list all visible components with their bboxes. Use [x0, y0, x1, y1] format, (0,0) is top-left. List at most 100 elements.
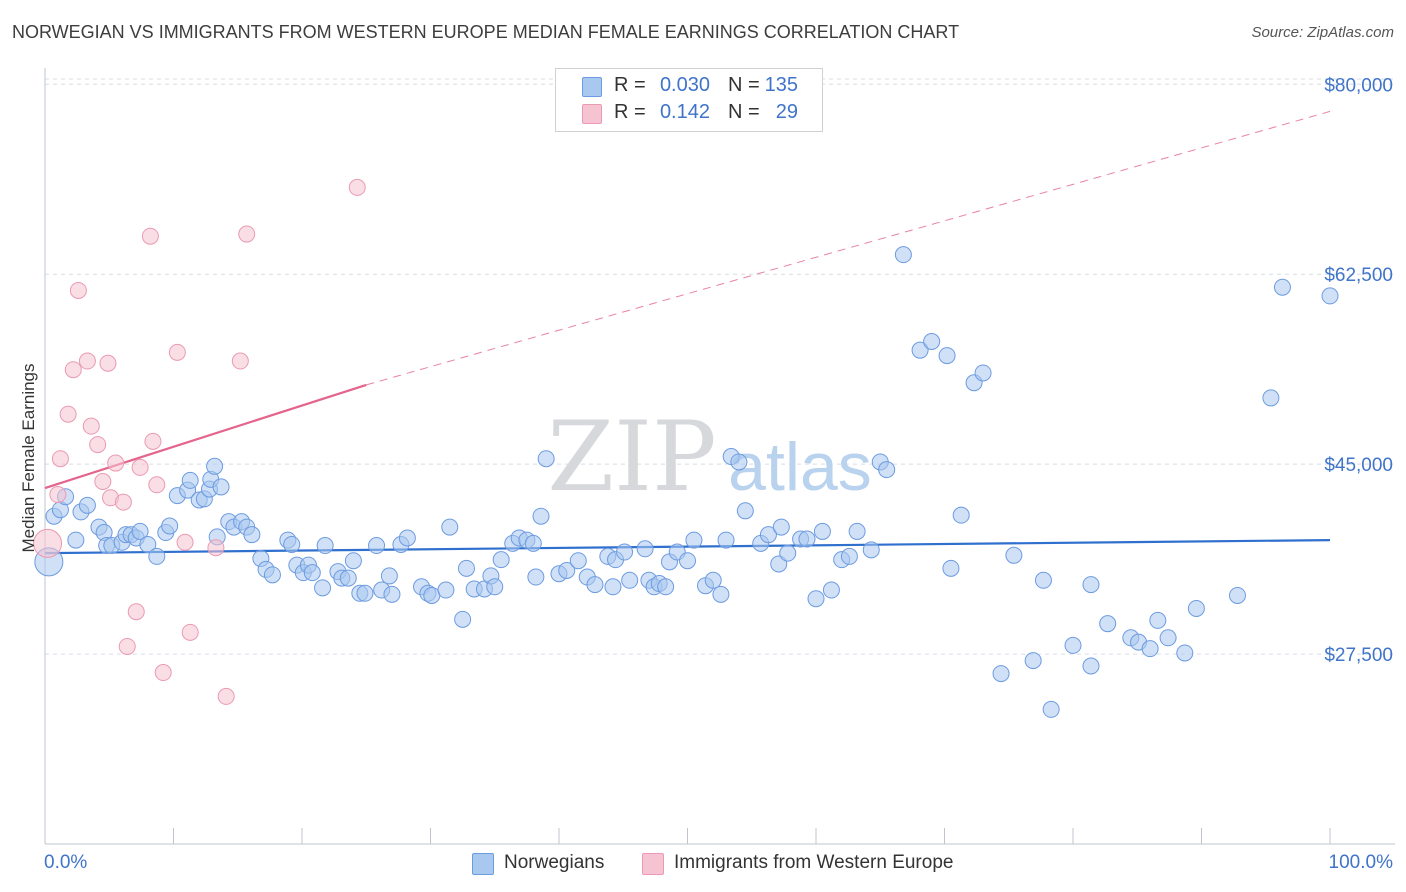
norwegian-point [862, 541, 880, 559]
norwegian-point [558, 562, 576, 580]
norwegian-point [938, 347, 956, 365]
norwegian-point [685, 531, 703, 549]
legend-swatch-blue [582, 77, 602, 97]
norwegian-point [537, 450, 555, 468]
immigrant-point [94, 473, 112, 491]
norwegian-point [1042, 700, 1060, 718]
immigrant-point [127, 603, 145, 621]
immigrant-point [217, 687, 235, 705]
immigrant-point [33, 528, 63, 558]
series-legend-label: Immigrants from Western Europe [674, 852, 954, 873]
norwegian-point [878, 461, 896, 479]
norwegian-point [339, 569, 357, 587]
x-tick-label-max: 100.0% [1328, 852, 1393, 873]
norwegian-point [486, 578, 504, 596]
norwegian-point [679, 552, 696, 570]
immigrant-trend-line [44, 383, 367, 490]
norwegian-point [1034, 571, 1052, 589]
grid-lines [45, 78, 1395, 655]
norwegian-point [636, 540, 654, 558]
norwegian-point [243, 526, 261, 544]
correlation-legend: R = 0.030 N = 135 R = 0.142 N = 29 [555, 68, 823, 132]
norwegian-point [441, 518, 459, 536]
watermark-zip: ZIP [547, 401, 716, 513]
norwegian-point [604, 578, 622, 596]
series-legend: Norwegians Immigrants from Western Europ… [0, 852, 1406, 878]
norwegian-point [283, 535, 301, 553]
norwegian-point [1187, 599, 1205, 617]
immigrant-trend-extension [366, 110, 1331, 386]
legend-row-immigrants: R = 0.142 N = 29 [556, 101, 822, 127]
y-tick-label: $45,000 [1324, 455, 1393, 476]
immigrant-point [144, 432, 162, 450]
norwegian-point [1149, 611, 1167, 629]
norwegian-point [779, 544, 797, 562]
norwegian-point [524, 534, 542, 552]
immigrant-point [51, 450, 69, 468]
immigrant-point [49, 486, 67, 504]
legend-n-label: N = [728, 101, 760, 123]
norwegian-point [148, 547, 166, 565]
immigrant-point [154, 664, 172, 682]
norwegian-point [1024, 652, 1042, 670]
norwegian-point [822, 581, 840, 599]
norwegian-point [532, 507, 550, 525]
norwegian-point [303, 564, 321, 582]
norwegian-point [131, 522, 149, 540]
immigrant-point [238, 225, 256, 243]
norwegian-point [736, 502, 754, 520]
norwegian-point [212, 478, 230, 496]
x-tick-label-min: 0.0% [44, 852, 88, 873]
immigrant-point [59, 405, 77, 423]
norwegian-point [1262, 389, 1280, 407]
series-swatch-blue [472, 853, 494, 875]
norwegian-point [942, 559, 960, 577]
norwegian-point [1321, 287, 1339, 305]
watermark-atlas: atlas [728, 429, 872, 505]
norwegian-point [263, 566, 281, 584]
norwegian-point [911, 341, 929, 359]
norwegian-point [67, 531, 85, 549]
norwegian-point [161, 517, 179, 535]
norwegian-point [974, 364, 992, 382]
immigrant-point [69, 281, 87, 299]
legend-r-value: 0.142 [659, 101, 710, 123]
immigrant-point [82, 417, 100, 435]
norwegian-point [316, 537, 334, 555]
immigrant-point [114, 493, 132, 511]
norwegian-point [730, 453, 748, 471]
norwegian-point [992, 665, 1010, 683]
norwegian-point [1159, 629, 1177, 647]
immigrant-point [207, 539, 225, 557]
norwegian-point [1082, 576, 1100, 594]
immigrant-point [64, 361, 82, 379]
immigrant-point [131, 458, 149, 476]
norwegian-point [139, 535, 157, 553]
y-tick-labels: $27,500 $45,000 $62,500 $80,000 [1324, 75, 1393, 666]
norwegian-point [314, 579, 332, 597]
norwegian-point [840, 547, 858, 565]
norwegian-point [492, 551, 510, 569]
immigrant-point [99, 354, 117, 372]
norwegian-point [712, 585, 730, 603]
immigrant-point [89, 436, 107, 454]
legend-r-label: R = [614, 101, 646, 123]
norwegian-point [1099, 615, 1117, 633]
legend-swatch-pink [582, 104, 602, 124]
norwegian-point [383, 585, 401, 603]
immigrant-point [107, 454, 125, 472]
norwegian-point [1228, 586, 1246, 604]
immigrant-point [348, 178, 366, 196]
norwegian-point [798, 530, 816, 548]
legend-n-value: 135 [764, 74, 798, 96]
norwegian-point [1141, 640, 1159, 658]
immigrant-point [176, 533, 194, 551]
data-points [33, 178, 1339, 718]
norwegian-point [657, 578, 675, 596]
norwegian-point [78, 496, 96, 514]
norwegian-point [616, 543, 634, 561]
series-legend-label: Norwegians [504, 852, 605, 873]
norwegian-point [848, 522, 866, 540]
norwegian-point [356, 584, 374, 602]
